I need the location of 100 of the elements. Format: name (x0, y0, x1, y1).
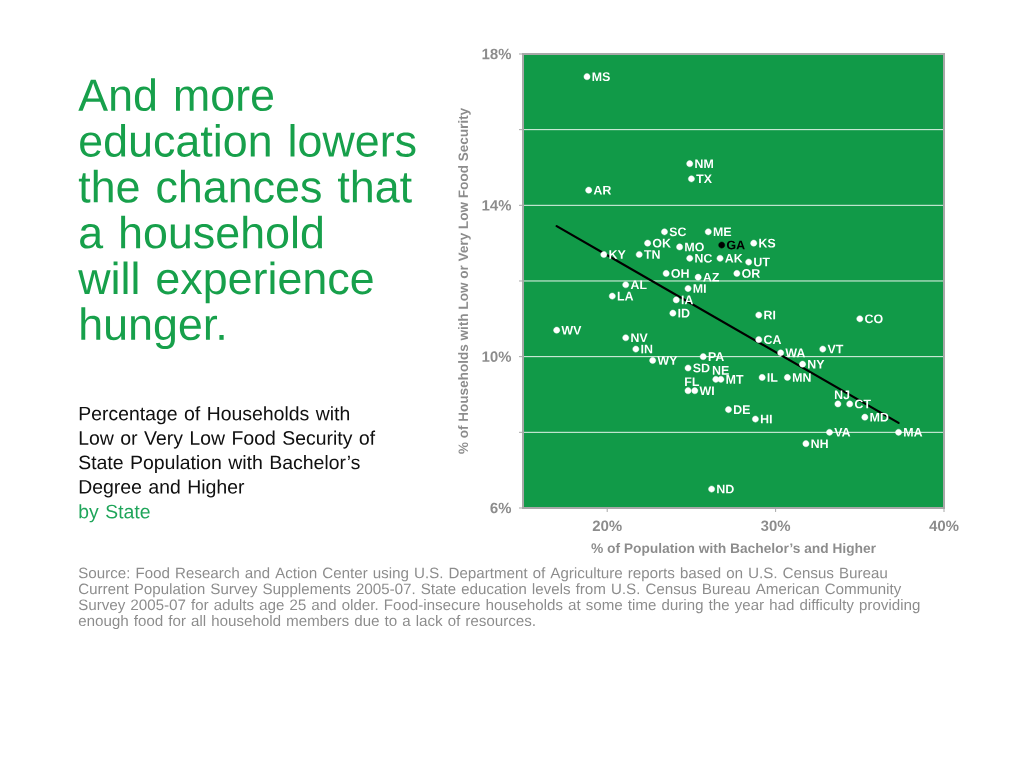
point (672, 296, 680, 304)
y-tick-label: 14% (482, 200, 512, 211)
annotation: KY (609, 250, 626, 259)
point (553, 326, 560, 334)
y-tick-label: 6% (490, 502, 512, 514)
point (608, 292, 616, 300)
annotation: MI (693, 284, 706, 293)
annotation: CA (763, 335, 782, 345)
annotation: IN (641, 344, 653, 354)
point (644, 239, 651, 247)
point (600, 251, 608, 258)
x-tick-label: 30% (761, 520, 791, 532)
point (834, 400, 842, 408)
point (716, 254, 724, 262)
point (622, 334, 630, 342)
annotation: ND (717, 484, 734, 494)
annotation: FL (685, 377, 700, 386)
annotation: WY (657, 356, 678, 365)
y-tick-label: 18% (482, 48, 512, 60)
point (717, 376, 725, 383)
point (688, 175, 695, 183)
annotation: WA (785, 348, 806, 358)
point (846, 400, 854, 408)
annotation: WV (561, 325, 582, 335)
annotation: NH (811, 439, 828, 448)
x-tick-label: 20% (592, 520, 622, 532)
point (777, 349, 784, 357)
point (895, 429, 902, 436)
point (819, 345, 827, 353)
annotation: NC (695, 253, 713, 263)
annotation: SD (693, 363, 710, 373)
point (635, 251, 643, 258)
point (585, 186, 592, 194)
y-tick-label: 10% (482, 351, 512, 362)
annotation: MO (685, 242, 704, 252)
point (676, 243, 683, 251)
point (684, 387, 692, 394)
annotation: TN (644, 250, 660, 259)
point (784, 374, 791, 381)
annotation: DE (733, 405, 750, 414)
text: Percentage of Households with Low or Very Low Food Security of State Population with Bachelor’s Degree and Higher (79, 406, 376, 498)
annotation: MT (726, 375, 744, 384)
annotation: IL (767, 373, 778, 382)
annotation: OR (742, 269, 760, 278)
point (669, 309, 677, 317)
annotation: NV (631, 333, 648, 343)
point (694, 273, 702, 281)
annotation: SC (669, 227, 687, 237)
annotation: AL (630, 280, 647, 290)
point (708, 485, 715, 493)
point (583, 73, 591, 80)
point (755, 336, 763, 343)
annotation: NE (712, 366, 729, 375)
annotation: ID (678, 308, 690, 318)
annotation: NY (808, 359, 825, 369)
point (725, 406, 732, 413)
annotation: OH (671, 269, 689, 278)
point (691, 387, 699, 394)
annotation: LA (617, 291, 634, 301)
point (755, 311, 763, 319)
point (799, 360, 806, 368)
annotation: TX (696, 174, 712, 184)
point (622, 281, 630, 289)
point (661, 228, 668, 236)
annotation: CO (865, 314, 883, 324)
point (826, 429, 833, 436)
x-tick-label: 40% (929, 520, 959, 532)
annotation: GA (726, 240, 745, 250)
point (733, 270, 741, 277)
point (750, 239, 758, 247)
x-axis-title: % of Population with Bachelor’s and Higher (591, 542, 876, 556)
annotation: WI (699, 386, 714, 395)
point (752, 415, 759, 423)
annotation: RI (764, 310, 776, 320)
point (758, 374, 766, 381)
annotation: OK (652, 238, 671, 248)
annotation: MS (592, 72, 610, 82)
annotation: UT (754, 257, 770, 267)
point (802, 440, 810, 447)
text: by State (79, 504, 150, 523)
point (662, 270, 670, 277)
annotation: MD (870, 412, 889, 422)
annotation: NJ (834, 390, 850, 400)
text: And more education lowers the chances that a household will experience hunger. (78, 78, 416, 350)
point (632, 345, 640, 353)
annotation: KS (759, 238, 776, 248)
annotation: ME (713, 227, 732, 237)
point (718, 241, 726, 249)
point (745, 258, 752, 266)
annotation: AR (593, 185, 612, 195)
point (684, 364, 692, 372)
annotation: NM (695, 159, 713, 168)
annotation: AZ (703, 272, 720, 282)
point (649, 357, 656, 364)
annotation: MN (792, 373, 811, 382)
point (704, 228, 712, 236)
annotation: VT (827, 344, 844, 354)
point (686, 254, 694, 262)
point (699, 353, 707, 360)
y-axis-title: % of Households with Low or Very Low Food Security (458, 107, 471, 454)
